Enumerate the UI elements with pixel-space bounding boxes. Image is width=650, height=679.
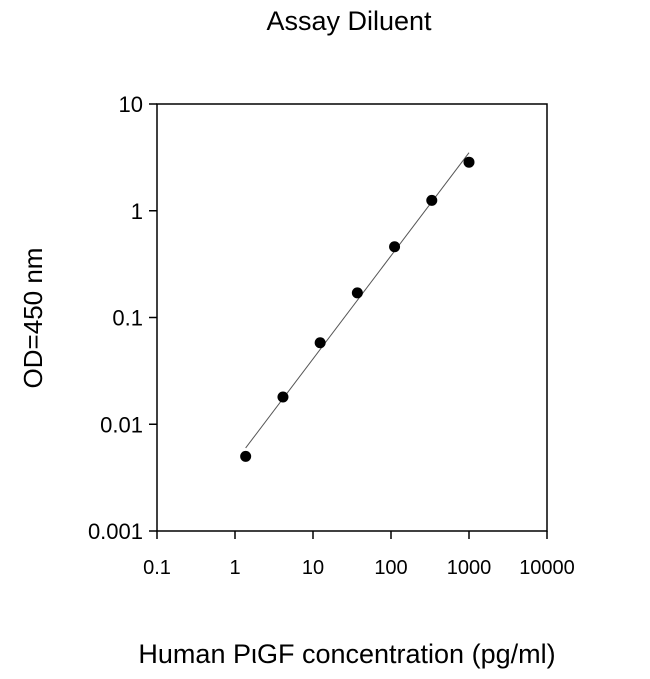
x-tick-label: 1	[229, 557, 240, 579]
y-axis-label: OD=450 nm	[18, 248, 48, 389]
x-tick-label: 100	[374, 557, 407, 579]
x-tick-label: 10	[302, 557, 324, 579]
y-tick-label: 0.01	[100, 412, 143, 437]
x-axis-label: Human PιGF concentration (pg/ml)	[138, 639, 555, 669]
data-point	[351, 287, 363, 299]
y-tick-label: 10	[119, 92, 143, 117]
chart-title: Assay Diluent	[266, 6, 432, 36]
y-tick-label: 0.001	[88, 519, 143, 544]
data-point	[463, 156, 475, 168]
plot-frame	[156, 103, 548, 532]
x-tick-label: 10000	[519, 557, 575, 579]
x-tick-label: 0.1	[143, 557, 171, 579]
data-point	[426, 194, 438, 206]
data-point	[314, 337, 326, 349]
x-tick-label: 1000	[447, 557, 492, 579]
data-point	[277, 391, 289, 403]
data-point	[240, 450, 252, 462]
data-point	[389, 241, 401, 253]
y-tick-label: 1	[131, 199, 143, 224]
y-tick-label: 0.1	[112, 306, 143, 331]
plot-area: 0.1 1 10 100 1000 10000 0.001 0.01 0.1 1 10	[88, 92, 575, 579]
